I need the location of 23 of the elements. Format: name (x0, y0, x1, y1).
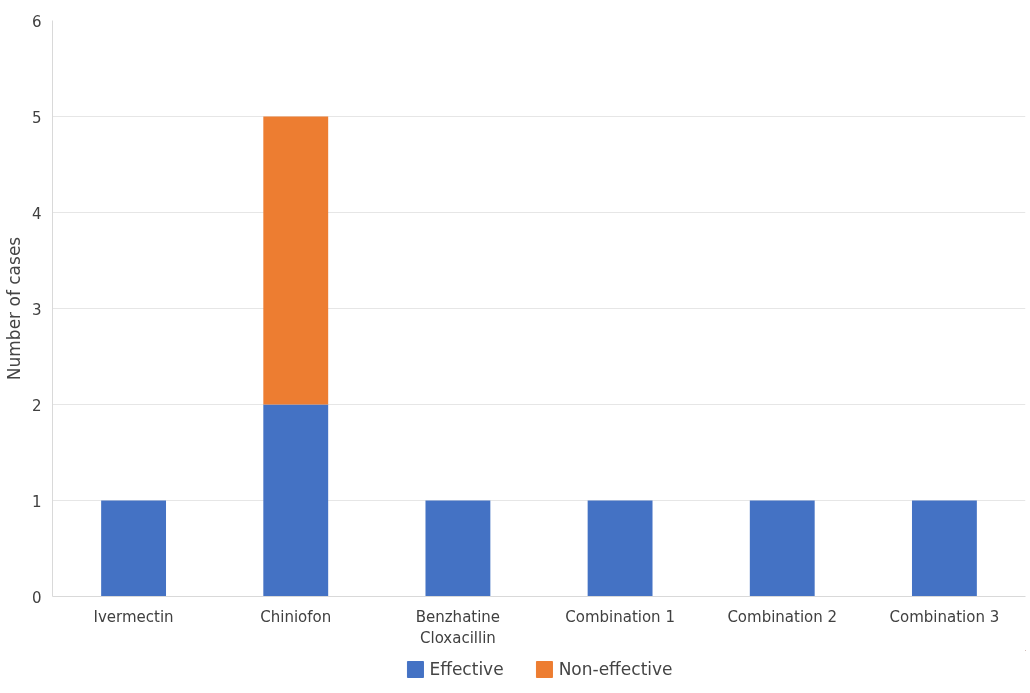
y-tick-label: 6 (31, 12, 42, 31)
y-tick-label: 2 (31, 396, 42, 415)
y-tick-label: 5 (31, 108, 42, 127)
y-tick-label: 1 (31, 492, 42, 511)
x-tick-label: Ivermectin (93, 607, 174, 626)
bar (263, 404, 329, 597)
bar (101, 500, 167, 597)
y-tick-label: 4 (31, 204, 42, 223)
legend-label: Non-effective (558, 659, 673, 679)
x-tick-label: Chiniofon (260, 607, 332, 626)
legend-label: Effective (429, 659, 504, 679)
bar (425, 500, 491, 597)
bar (263, 116, 329, 405)
bar (587, 500, 653, 597)
y-tick-label: 0 (31, 588, 42, 607)
bar (911, 500, 977, 597)
bar (749, 500, 815, 597)
x-tick-label: Benzhatine Cloxacillin (415, 607, 501, 648)
x-tick-label: Combination 2 (727, 607, 838, 626)
x-tick-label: Combination 1 (565, 607, 675, 626)
y-tick-label: 3 (31, 300, 42, 319)
y-axis-title: Number of cases (3, 236, 24, 381)
x-tick-label: Combination 3 (889, 607, 1000, 626)
